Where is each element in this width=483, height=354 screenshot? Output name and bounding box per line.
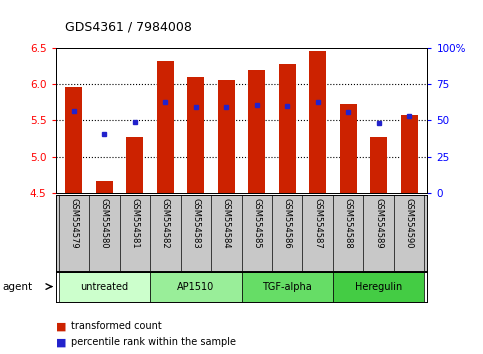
Text: transformed count: transformed count xyxy=(71,321,162,331)
Text: GDS4361 / 7984008: GDS4361 / 7984008 xyxy=(65,21,192,34)
Text: GSM554584: GSM554584 xyxy=(222,198,231,249)
Bar xyxy=(58,272,150,302)
Bar xyxy=(401,115,417,193)
Text: ■: ■ xyxy=(56,321,66,331)
Bar xyxy=(96,181,113,193)
Text: GSM554580: GSM554580 xyxy=(100,198,109,249)
Text: Heregulin: Heregulin xyxy=(355,281,402,292)
Text: TGF-alpha: TGF-alpha xyxy=(262,281,312,292)
Text: GSM554588: GSM554588 xyxy=(344,198,353,249)
Text: GSM554579: GSM554579 xyxy=(70,198,78,249)
Text: GSM554581: GSM554581 xyxy=(130,198,139,249)
Text: GSM554583: GSM554583 xyxy=(191,198,200,249)
Text: ■: ■ xyxy=(56,337,66,347)
Text: untreated: untreated xyxy=(80,281,128,292)
Bar xyxy=(127,137,143,193)
Bar xyxy=(187,77,204,193)
Bar xyxy=(66,87,82,193)
Text: percentile rank within the sample: percentile rank within the sample xyxy=(71,337,236,347)
Text: AP1510: AP1510 xyxy=(177,281,214,292)
Bar xyxy=(218,80,235,193)
Text: GSM554590: GSM554590 xyxy=(405,198,413,248)
Bar xyxy=(157,61,174,193)
Bar xyxy=(242,272,333,302)
Text: GSM554589: GSM554589 xyxy=(374,198,383,249)
Bar xyxy=(150,272,242,302)
Text: GSM554586: GSM554586 xyxy=(283,198,292,249)
Text: agent: agent xyxy=(2,281,32,292)
Text: GSM554582: GSM554582 xyxy=(161,198,170,249)
Text: GSM554587: GSM554587 xyxy=(313,198,322,249)
Bar xyxy=(370,137,387,193)
Bar xyxy=(340,104,356,193)
Bar xyxy=(333,272,425,302)
Bar xyxy=(248,70,265,193)
Bar xyxy=(309,51,326,193)
Text: GSM554585: GSM554585 xyxy=(252,198,261,249)
Bar xyxy=(279,64,296,193)
